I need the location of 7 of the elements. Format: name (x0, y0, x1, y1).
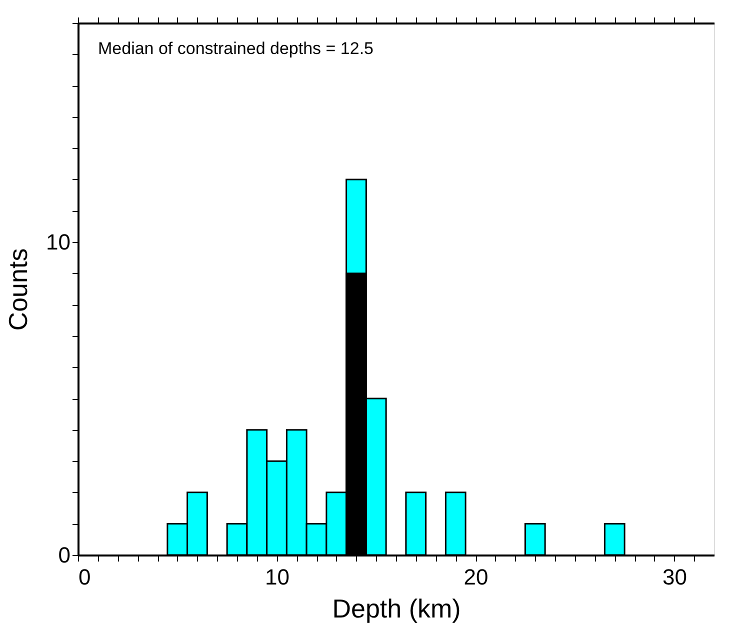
x-tick-label: 0 (78, 564, 91, 590)
x-tick-label: 20 (464, 564, 488, 590)
x-axis-title: Depth (km) (332, 594, 461, 624)
x-tick-label: 10 (265, 564, 290, 590)
annotation: Median of constrained depths = 12.5 (98, 39, 374, 58)
x-tick-label: 30 (662, 564, 687, 590)
y-axis-title: Counts (3, 248, 34, 331)
